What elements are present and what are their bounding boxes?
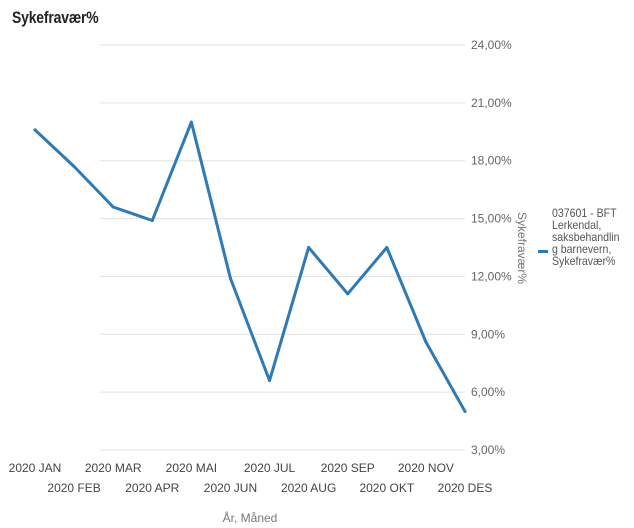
data-point[interactable]	[424, 340, 428, 344]
x-tick-label: 2020 OKT	[359, 481, 414, 495]
x-tick-label: 2020 MAR	[85, 461, 142, 475]
y-tick-label: 12,00%	[471, 269, 512, 283]
data-point[interactable]	[463, 409, 467, 413]
data-point[interactable]	[268, 379, 272, 383]
data-point[interactable]	[228, 276, 232, 280]
x-tick-label: 2020 AUG	[281, 481, 336, 495]
data-point[interactable]	[385, 246, 389, 249]
x-tick-label: 2020 SEP	[321, 461, 375, 475]
data-point[interactable]	[33, 128, 37, 132]
y-tick-label: 18,00%	[471, 154, 512, 168]
x-tick-label: 2020 FEB	[47, 481, 100, 495]
chart-title: Sykefravær%	[12, 8, 99, 27]
x-axis-title: År, Måned	[223, 510, 278, 525]
y-tick-label: 15,00%	[471, 212, 512, 226]
x-tick-label: 2020 JUL	[244, 461, 296, 475]
data-point[interactable]	[111, 205, 115, 209]
data-point[interactable]	[150, 219, 154, 222]
data-point[interactable]	[307, 246, 311, 249]
y-tick-label: 24,00%	[471, 38, 512, 52]
series-line[interactable]	[33, 120, 467, 413]
y-tick-label: 6,00%	[471, 385, 505, 399]
data-point[interactable]	[72, 165, 76, 168]
x-axis-ticks: 2020 JAN 2020 FEB 2020 MAR 2020 APR 2020 MAI…	[9, 461, 493, 495]
y-tick-label: 9,00%	[471, 327, 505, 341]
x-tick-label: 2020 JAN	[9, 461, 62, 475]
y-axis-ticks: 24,00% 21,00% 18,00% 15,00% 12,00% 9,00% 6,00%…	[471, 38, 512, 457]
data-point[interactable]	[189, 120, 193, 124]
y-tick-label: 3,00%	[471, 443, 505, 457]
gridlines	[100, 44, 465, 451]
y-tick-label: 21,00%	[471, 96, 512, 110]
x-tick-label: 2020 JUN	[204, 481, 257, 495]
y-axis-title: Sykefravær%	[515, 212, 529, 284]
legend-label: 037601 - BFT Lerkendal, saksbehandling b…	[552, 206, 620, 268]
x-tick-label: 2020 DES	[438, 481, 493, 495]
series-lines	[33, 120, 467, 413]
x-tick-label: 2020 APR	[125, 481, 179, 495]
x-tick-label: 2020 NOV	[398, 461, 454, 475]
data-point[interactable]	[346, 292, 350, 296]
x-tick-label: 2020 MAI	[166, 461, 217, 475]
legend-swatch	[538, 250, 548, 253]
